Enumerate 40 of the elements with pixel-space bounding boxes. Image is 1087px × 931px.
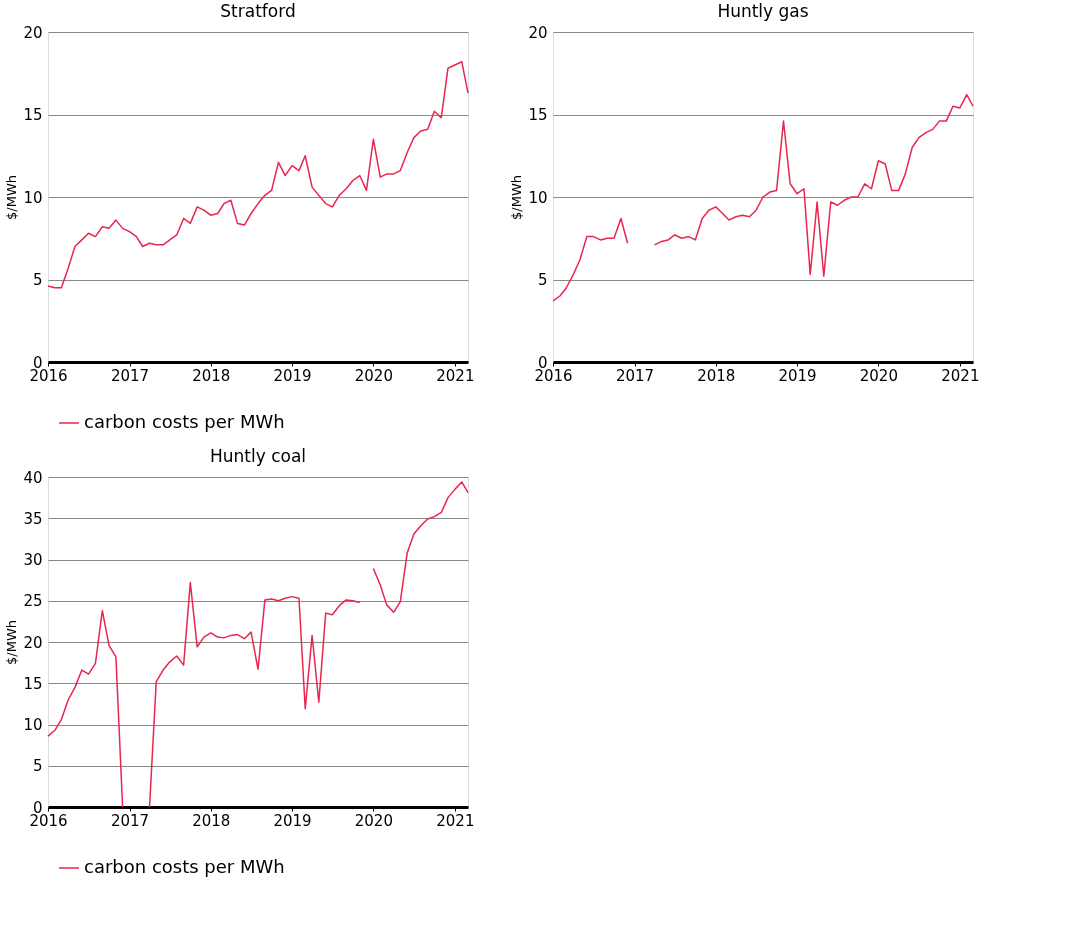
y-tick-label: 5: [537, 271, 548, 289]
y-tick-label: 10: [23, 188, 43, 207]
x-tick-label: 2017: [110, 811, 150, 830]
x-tick-label: 2018: [192, 811, 231, 830]
y-axis-title: $/MWh: [4, 175, 20, 220]
y-tick-label: 15: [23, 106, 43, 124]
y-tick-label: 35: [23, 509, 43, 528]
x-tick-label: 2021: [436, 811, 475, 830]
x-tick-label: 2020: [354, 366, 393, 385]
y-tick-label: 20: [23, 23, 43, 42]
y-tick-label: 20: [23, 633, 43, 652]
line-series: [47, 60, 469, 289]
x-tick-label: 2017: [110, 366, 150, 385]
x-tick-label: 2018: [192, 366, 231, 385]
y-tick-label: 20: [528, 23, 548, 42]
y-tick-label: 10: [23, 716, 43, 734]
x-tick-label: 2019: [778, 366, 817, 385]
chart-title: Stratford: [220, 1, 296, 21]
x-tick-label: 2019: [273, 811, 312, 830]
x-tick-label: 2018: [697, 366, 736, 385]
x-tick-label: 2021: [436, 366, 475, 385]
y-tick-label: 5: [32, 757, 43, 776]
x-tick-label: 2019: [273, 366, 312, 385]
y-tick-label: 15: [528, 106, 548, 124]
chart-title: Huntly gas: [717, 1, 809, 21]
y-tick-label: 10: [528, 188, 548, 207]
x-tick-label: 2021: [941, 366, 980, 385]
y-axis-title: $/MWh: [4, 620, 20, 665]
legend-label: carbon costs per MWh: [84, 856, 285, 877]
y-tick-label: 5: [32, 271, 43, 289]
chart-title: Huntly coal: [209, 446, 307, 466]
x-tick-label: 2020: [859, 366, 898, 385]
x-tick-label: 2017: [615, 366, 655, 385]
y-tick-label: 25: [23, 592, 43, 611]
y-tick-label: 30: [23, 551, 43, 569]
y-tick-label: 40: [23, 468, 43, 487]
x-tick-label: 2020: [354, 811, 393, 830]
y-tick-label: 15: [23, 674, 43, 693]
legend-label: carbon costs per MWh: [84, 411, 285, 432]
y-axis-title: $/MWh: [509, 175, 525, 220]
